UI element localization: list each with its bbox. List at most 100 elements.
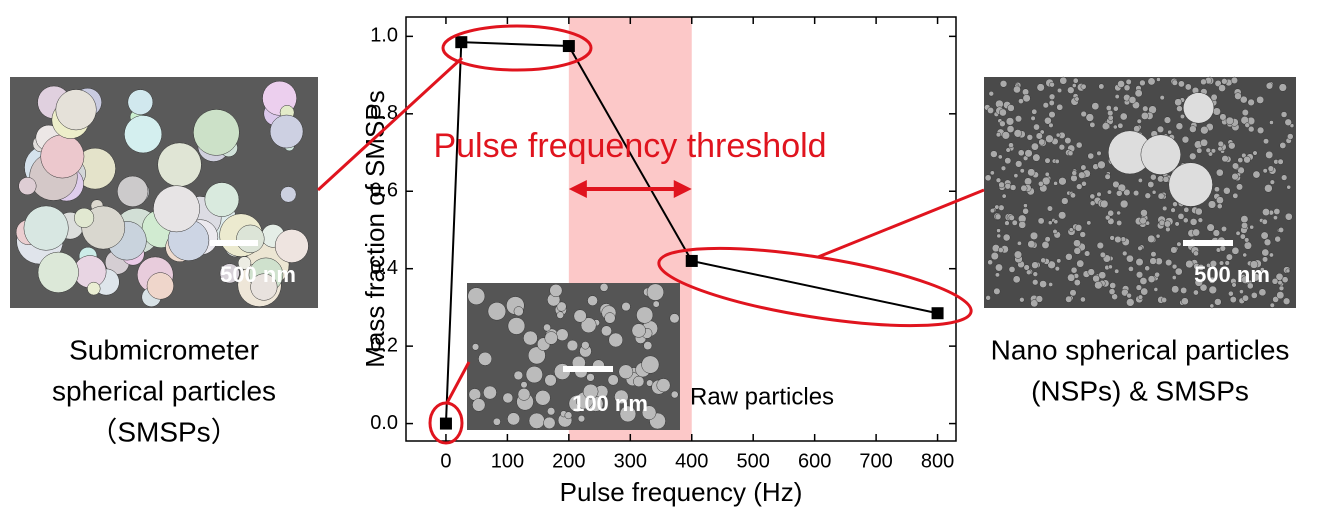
- particle: [600, 283, 608, 291]
- particle: [1253, 151, 1258, 156]
- particle: [1124, 85, 1130, 91]
- particle: [1281, 112, 1287, 118]
- particle: [1176, 123, 1183, 130]
- x-tick-label: 0: [440, 450, 451, 472]
- particle: [1263, 138, 1269, 144]
- particle: [1243, 253, 1247, 257]
- particle: [1221, 226, 1226, 231]
- particle: [1244, 156, 1251, 163]
- particle: [1074, 247, 1081, 254]
- particle: [1151, 251, 1157, 257]
- particle: [205, 182, 239, 216]
- particle: [508, 317, 525, 334]
- particle: [1168, 130, 1172, 134]
- particle: [1275, 236, 1281, 242]
- particle: [1286, 269, 1290, 273]
- particle: [998, 205, 1004, 211]
- particle: [1049, 282, 1053, 286]
- particle: [1007, 104, 1014, 111]
- data-point: [932, 307, 944, 319]
- particle: [636, 307, 653, 324]
- particle: [1185, 84, 1191, 90]
- particle: [1145, 193, 1151, 199]
- particle: [547, 407, 555, 415]
- particle: [1218, 84, 1225, 91]
- particle: [1097, 151, 1102, 156]
- particle: [1176, 106, 1182, 112]
- particle: [1065, 137, 1071, 143]
- particle: [657, 378, 671, 392]
- x-tick-label: 500: [737, 450, 770, 472]
- x-tick-label: 700: [859, 450, 892, 472]
- particle: [587, 373, 595, 381]
- particle: [619, 365, 633, 379]
- particle: [1076, 184, 1082, 190]
- particle: [1087, 221, 1091, 225]
- particle: [1006, 117, 1014, 125]
- particle: [1084, 251, 1090, 257]
- particle: [1018, 99, 1023, 104]
- particle: [1021, 185, 1027, 191]
- particle: [1002, 131, 1010, 139]
- particle: [1014, 174, 1018, 178]
- particle: [1116, 220, 1121, 225]
- particle: [1196, 148, 1202, 154]
- particle: [1122, 251, 1127, 256]
- particle: [1020, 169, 1025, 174]
- particle: [1045, 172, 1049, 176]
- particle: [1113, 106, 1118, 111]
- particle: [1183, 218, 1188, 223]
- particle: [1105, 215, 1110, 220]
- particle: [1171, 286, 1179, 294]
- particle: [986, 295, 991, 300]
- particle: [1081, 181, 1086, 186]
- particle: [1214, 298, 1221, 305]
- particle: [1141, 135, 1181, 175]
- particle: [1027, 169, 1035, 177]
- particle: [1075, 224, 1082, 231]
- particle: [543, 324, 550, 331]
- particle: [670, 314, 680, 324]
- y-tick-label: 0.0: [370, 412, 398, 434]
- particle: [1033, 154, 1041, 162]
- particle: [1005, 221, 1010, 226]
- particle: [193, 109, 239, 155]
- particle: [1114, 269, 1119, 274]
- particle: [1138, 246, 1143, 251]
- particle: [1032, 279, 1038, 285]
- particle: [1032, 109, 1037, 114]
- particle: [1165, 259, 1172, 266]
- particle: [990, 171, 994, 175]
- particle: [1010, 185, 1016, 191]
- particle: [507, 413, 520, 426]
- particle: [990, 151, 997, 158]
- particle: [1005, 157, 1011, 163]
- particle: [1033, 124, 1039, 130]
- particle: [1210, 304, 1214, 308]
- particle: [1126, 79, 1132, 85]
- particle: [1189, 153, 1196, 160]
- particle: [1068, 151, 1073, 156]
- particle: [1036, 296, 1043, 303]
- particle: [1042, 241, 1049, 248]
- particle: [988, 260, 993, 265]
- particle: [1002, 194, 1006, 198]
- particle: [578, 415, 585, 422]
- particle: [995, 214, 1001, 220]
- particle: [1032, 262, 1039, 269]
- particle: [1209, 286, 1217, 294]
- particle: [1074, 279, 1080, 285]
- particle: [1175, 268, 1182, 275]
- particle: [1078, 172, 1085, 179]
- particle: [1163, 176, 1169, 182]
- particle: [1026, 270, 1031, 275]
- particle: [275, 229, 308, 262]
- particle: [1140, 217, 1147, 224]
- particle: [1282, 277, 1288, 283]
- particle: [995, 273, 999, 277]
- particle: [1054, 181, 1058, 185]
- particle: [1190, 218, 1197, 225]
- particle: [1106, 105, 1111, 110]
- particle: [1283, 298, 1290, 305]
- particle: [991, 252, 999, 260]
